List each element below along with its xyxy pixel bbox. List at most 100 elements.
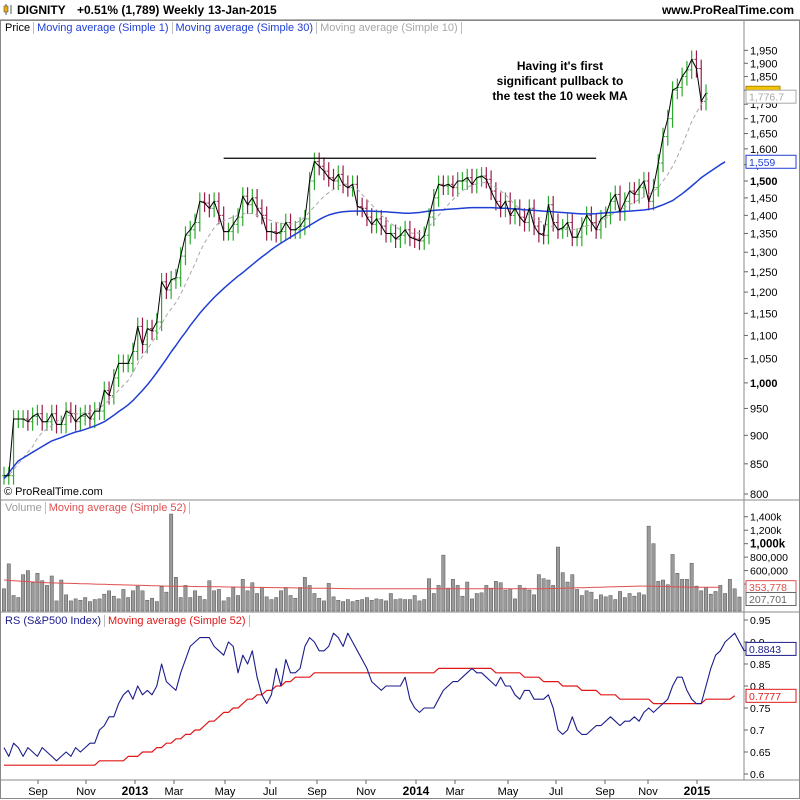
volume-bar [2,588,6,612]
volume-bar [102,593,107,612]
volume-bar [302,577,307,612]
legend-volume-ma[interactable]: Moving average (Simple 52) [45,502,191,514]
volume-bar [197,595,202,612]
volume-tick-label: 1,200k [750,525,782,537]
ma10-badge: 1,776.7 [749,92,784,104]
volume-bar [212,590,217,612]
volume-bar [107,590,111,612]
volume-bar [374,598,379,612]
volume-bar [474,593,479,612]
price-tick-label: 1,050 [750,354,778,366]
volume-bar [54,600,59,612]
volume-bar [288,595,293,612]
volume-bar [21,574,26,612]
volume-bar [436,585,441,612]
rs-legend: RS (S&P500 Index) Moving average (Simple … [2,614,250,628]
price-tick-label: 1,700 [750,114,778,126]
volume-bar [618,591,622,612]
volume-bar [589,591,594,612]
volume-bar [560,572,565,612]
volume-bar [594,599,599,612]
volume-bar [718,585,723,612]
volume-tick-label: 600,000 [750,566,788,578]
price-tick-label: 1,250 [750,267,778,279]
site-link[interactable]: www.ProRealTime.com [661,3,794,17]
x-tick-label: Sep [28,786,48,798]
x-tick-label: Jul [549,786,563,798]
volume-bar [470,598,474,612]
legend-rs-ma[interactable]: Moving average (Simple 52) [105,615,250,627]
ma10-line [3,96,712,480]
volume-bar [431,593,436,612]
volume-bar [35,573,40,612]
volume-bar [412,595,417,612]
chart-frame [0,20,800,799]
price-tick-label: 1,200 [750,287,778,299]
x-tick-label: May [498,786,519,798]
volume-bar [384,600,388,612]
volume-bar [369,599,374,612]
volume-bar [326,583,331,612]
volume-bar [322,600,326,612]
volume-bar [546,579,551,612]
volume-bar [231,587,236,612]
volume-bar [646,525,651,612]
volume-bar [527,589,532,612]
ma10-badge-box [745,89,797,104]
volume-bar [613,599,618,612]
volume-bar [675,573,680,612]
legend-ma30[interactable]: Moving average (Simple 30) [172,22,318,34]
volume-bar [259,587,264,612]
volume-bar [365,597,369,612]
price-legend: Price Moving average (Simple 1) Moving ave… [2,21,462,35]
volume-bar [83,597,88,612]
volume-bar [479,592,484,612]
x-tick-label: Mar [165,786,184,798]
price-tick-label: 1,850 [750,72,778,84]
chart-period: Weekly [163,3,205,17]
volume-bar [25,570,30,612]
legend-rs[interactable]: RS (S&P500 Index) [2,615,105,627]
volume-bar [641,594,646,612]
volume-bar [680,579,685,612]
volume-bar [274,597,279,612]
volume-bar [11,595,16,612]
copyright: © ProRealTime.com [4,486,103,498]
volume-bar [178,597,183,612]
volume-bar [498,582,503,612]
volume-bar [188,597,193,612]
x-tick-label: Nov [638,786,658,798]
rs-ma-badge: 0.7777 [749,691,781,703]
legend-ma1[interactable]: Moving average (Simple 1) [34,22,173,34]
volume-bar [551,585,556,612]
volume-bar [517,585,522,612]
rs-tick-label: 0.65 [750,747,771,759]
volume-bar [236,595,240,612]
price-tick-label: 800 [750,489,768,501]
volume-bar [49,575,54,612]
volume-bar [704,587,708,612]
volume-bar [388,593,393,612]
price-tick-label: 1,400 [750,210,778,222]
volume-bar [575,589,579,612]
x-tick-label: 2013 [122,784,149,798]
volume-bar [622,597,627,612]
volume-bar [341,601,345,612]
volume-bar [279,590,283,612]
volume-bar [345,599,350,612]
volume-bar [661,579,665,612]
volume-bar [350,601,355,612]
volume-bar [221,600,226,612]
ma1-line [4,58,707,477]
legend-price[interactable]: Price [2,22,35,34]
symbol-name: DIGNITY [17,3,66,17]
volume-bar [30,582,35,612]
volume-bar [603,596,608,612]
rs-tick-label: 0.6 [750,769,765,781]
volume-bar [522,587,527,612]
volume-bar [226,597,231,612]
legend-ma10[interactable]: Moving average (Simple 10) [317,22,462,34]
legend-volume[interactable]: Volume [2,502,46,514]
volume-bar [283,587,288,612]
